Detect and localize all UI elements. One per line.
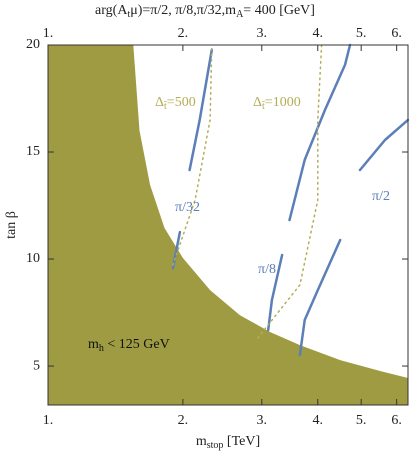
chart-title: arg(Atμ)=π/2, π/8,π/32,mA= 400 [GeV] (95, 3, 315, 20)
series-label-part: π/2 (372, 189, 390, 204)
contour-line (266, 43, 352, 332)
series-label-part: =500 (167, 95, 196, 110)
x-tick-label: 4. (313, 413, 324, 428)
series-label-part: < 125 GeV (104, 337, 170, 352)
series-label: mh < 125 GeV (88, 337, 170, 354)
series-label-part: Δ (155, 95, 164, 110)
contour-line (171, 48, 214, 270)
series-label: Δt̃=500 (155, 95, 196, 112)
x-tick-label-top: 3. (257, 26, 268, 41)
x-tick-label-top: 2. (178, 26, 189, 41)
series-label-part: Δ (253, 95, 262, 110)
x-axis-label: mstop [TeV] (196, 434, 260, 451)
series-label-part: π/8 (258, 262, 276, 277)
x-tick-label-top: 6. (391, 26, 402, 41)
y-tick-label: 5 (33, 358, 40, 373)
x-tick-label: 2. (178, 413, 189, 428)
contour-dotted (257, 44, 323, 339)
x-tick-label: 3. (257, 413, 268, 428)
series-label-part: t̃ (164, 100, 168, 112)
y-tick-label: 20 (26, 37, 40, 52)
x-tick-label: 6. (391, 413, 402, 428)
x-tick-label-top: 5. (356, 26, 367, 41)
series-label: π/2 (372, 189, 390, 204)
chart-title-part: A (236, 9, 244, 20)
x-axis-label-part: [TeV] (223, 434, 260, 449)
x-tick-label-top: 1. (43, 26, 54, 41)
x-tick-label: 5. (356, 413, 367, 428)
series-label: π/32 (175, 200, 200, 215)
x-axis-label-part: m (196, 434, 207, 449)
series-label-part: =1000 (265, 95, 301, 110)
series-label: π/8 (258, 262, 276, 277)
y-tick-label: 10 (26, 251, 40, 266)
x-axis-label-part: stop (207, 440, 224, 451)
chart-title-part: μ)=π/2, π/8,π/32,m (130, 3, 236, 18)
chart-title-part: = 400 [GeV] (243, 3, 315, 18)
chart-title-part: arg(A (95, 3, 128, 18)
y-tick-label: 15 (26, 144, 40, 159)
series-label: Δt̃=1000 (253, 95, 301, 112)
chart-title-part: t (127, 9, 130, 20)
contour-line (298, 118, 409, 357)
series-label-part: h (99, 343, 104, 354)
series-label-part: π/32 (175, 200, 200, 215)
series-label-part: m (88, 337, 99, 352)
series-label-part: t̃ (262, 100, 266, 112)
x-tick-label-top: 4. (313, 26, 324, 41)
plot-frame (47, 44, 409, 406)
excluded-region (48, 45, 408, 405)
y-axis-label: tan β (4, 211, 19, 239)
contour-dotted (172, 44, 213, 266)
x-tick-label: 1. (43, 413, 54, 428)
